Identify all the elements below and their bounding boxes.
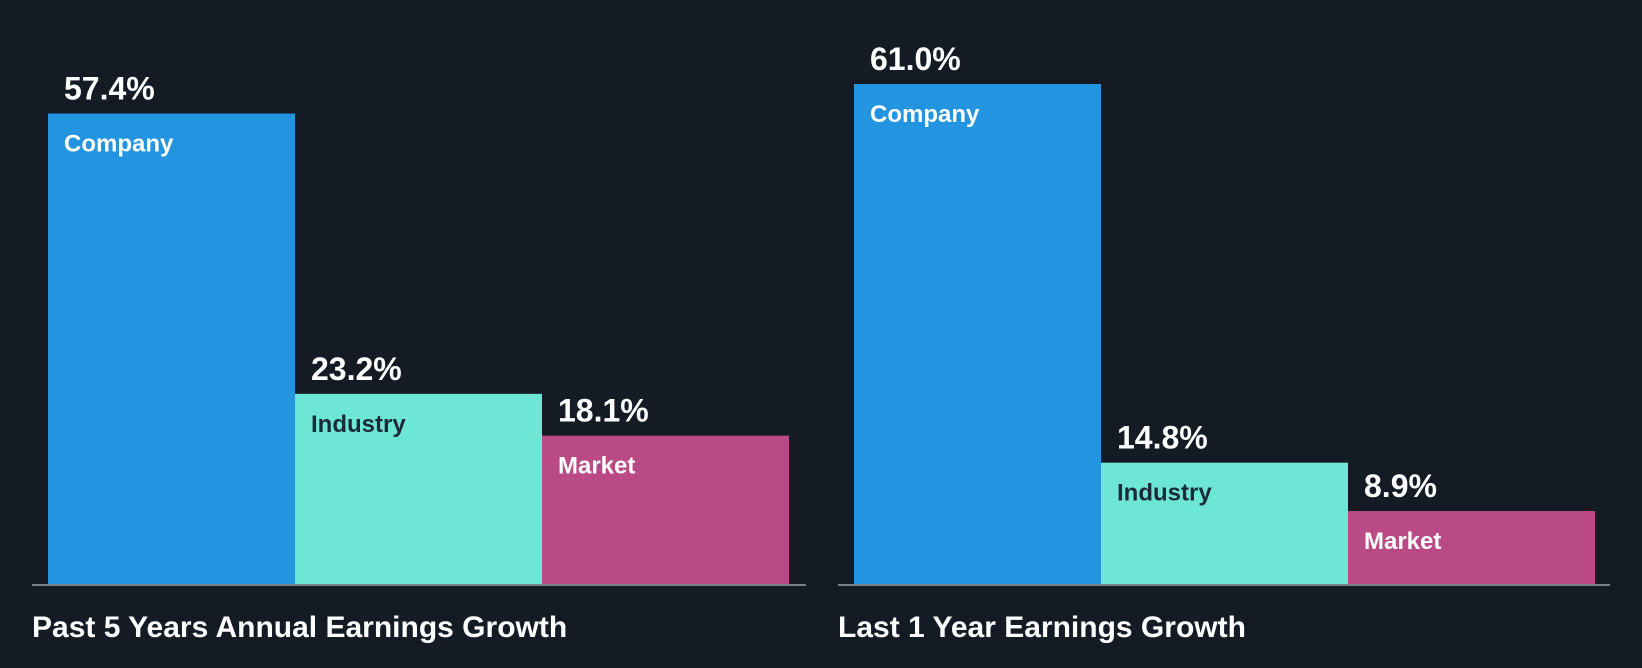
chart-title-past-5-years: Past 5 Years Annual Earnings Growth bbox=[32, 611, 567, 644]
bar-industry-past-5-years bbox=[295, 393, 542, 584]
value-label-industry-past-5-years: 23.2% bbox=[311, 351, 402, 387]
category-label-company-past-5-years: Company bbox=[64, 131, 174, 158]
category-label-industry-past-5-years: Industry bbox=[311, 411, 406, 438]
category-label-market-last-1-year: Market bbox=[1364, 528, 1441, 555]
chart-title-last-1-year: Last 1 Year Earnings Growth bbox=[838, 611, 1246, 644]
bar-industry-last-1-year bbox=[1101, 462, 1348, 584]
category-label-market-past-5-years: Market bbox=[558, 453, 635, 480]
value-label-company-last-1-year: 61.0% bbox=[870, 41, 961, 77]
value-label-company-past-5-years: 57.4% bbox=[64, 71, 155, 107]
bar-market-last-1-year bbox=[1348, 511, 1595, 584]
value-label-market-past-5-years: 18.1% bbox=[558, 393, 649, 429]
bar-company-past-5-years bbox=[48, 113, 295, 585]
bar-market-past-5-years bbox=[542, 435, 789, 584]
value-label-market-last-1-year: 8.9% bbox=[1364, 468, 1437, 504]
category-label-industry-last-1-year: Industry bbox=[1117, 480, 1212, 507]
value-label-industry-last-1-year: 14.8% bbox=[1117, 420, 1208, 456]
chart-last-1-year: Last 1 Year Earnings Growth 61.0% Company… bbox=[838, 41, 1610, 644]
category-label-company-last-1-year: Company bbox=[870, 101, 980, 128]
bar-company-last-1-year bbox=[854, 84, 1101, 584]
chart-past-5-years: Past 5 Years Annual Earnings Growth 57.4… bbox=[32, 71, 806, 644]
